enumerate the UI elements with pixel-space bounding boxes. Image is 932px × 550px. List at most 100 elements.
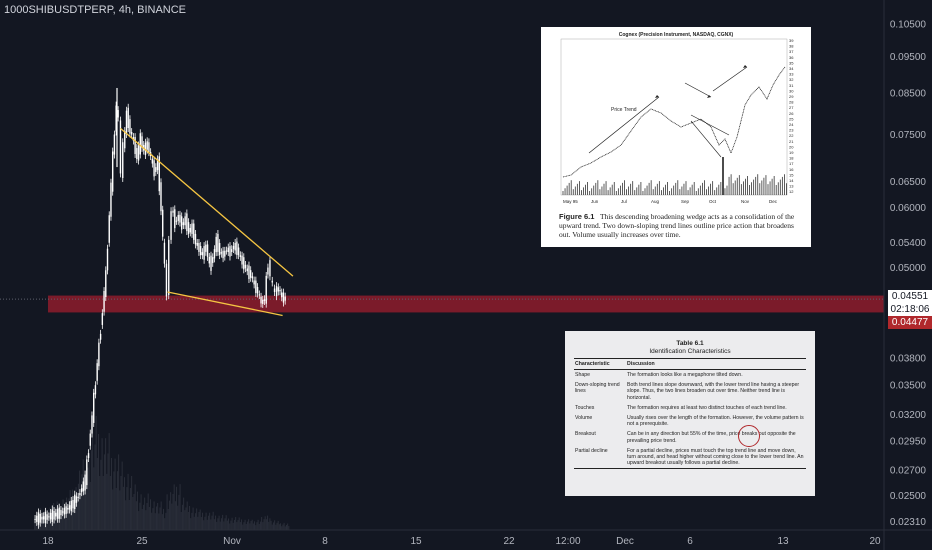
candle-body [193, 223, 195, 240]
table-6-1-card: Table 6.1 Identification Characteristics… [565, 331, 815, 496]
volume-bar [245, 524, 247, 530]
candle-body [72, 500, 74, 509]
price-tick-label: 0.02310 [890, 517, 927, 528]
candle-body [60, 509, 62, 516]
price-tick-label: 0.05000 [890, 263, 927, 274]
volume-bar [38, 513, 40, 530]
volume-bar [131, 476, 133, 530]
time-tick-label: 20 [869, 536, 881, 547]
candle-body [229, 246, 231, 257]
volume-bar [262, 522, 264, 530]
figure-trend-arrow-2-head [707, 95, 711, 98]
volume-bar [116, 471, 118, 530]
candle-body [234, 242, 236, 251]
time-tick-label: 12:00 [555, 536, 580, 547]
volume-bar [106, 473, 108, 530]
volume-bar [140, 494, 142, 530]
candle-body [275, 286, 278, 297]
volume-bar [124, 477, 126, 530]
candle-body [269, 260, 271, 277]
candle-body [172, 210, 174, 213]
candle-body [84, 474, 86, 491]
candle-body [134, 137, 136, 154]
candle-body [253, 280, 255, 285]
volume-bar [63, 512, 65, 530]
figure-y-label: 38 [789, 44, 794, 49]
price-tick-label: 0.03500 [890, 380, 927, 391]
row-characteristic: Volume [575, 415, 593, 422]
candle-body [232, 245, 235, 250]
volume-bar [179, 484, 181, 530]
figure-y-label: 35 [789, 60, 794, 65]
candle-body [103, 290, 105, 312]
volume-bar [81, 474, 83, 530]
candle-body [182, 222, 185, 226]
candle-body [251, 276, 254, 279]
candle-body [212, 257, 214, 263]
volume-bar [204, 516, 206, 530]
candle-body [75, 496, 78, 503]
trendline-upper [120, 127, 294, 277]
figure-x-label: Dec [769, 199, 778, 204]
volume-bar [141, 509, 143, 530]
volume-bar [80, 493, 82, 530]
volume-bar [219, 521, 221, 530]
candle-body [227, 247, 229, 253]
volume-bar [172, 494, 174, 530]
figure-y-label: 17 [789, 161, 794, 166]
table-row: Volume Usually rises over the length of t… [574, 413, 806, 429]
candle-body [222, 250, 224, 259]
row-characteristic: Down-sloping trend lines [575, 382, 620, 395]
volume-bar [212, 511, 214, 530]
volume-bar [43, 510, 45, 530]
candle-body [106, 248, 109, 271]
figure-y-label: 34 [789, 66, 794, 71]
volume-bar [127, 473, 129, 530]
candle-body [68, 505, 71, 510]
volume-bar [76, 497, 78, 530]
volume-bar [281, 526, 283, 530]
volume-bar [198, 512, 200, 530]
volume-bar [270, 520, 272, 530]
volume-bar [216, 521, 218, 530]
candle-body [198, 242, 200, 252]
volume-bar [90, 450, 92, 530]
volume-bar [119, 490, 121, 530]
volume-bar [213, 519, 215, 530]
figure-y-label: 36 [789, 55, 794, 60]
volume-bar [267, 515, 269, 530]
candle-body [162, 209, 164, 237]
volume-bar [161, 514, 163, 530]
volume-bar [126, 487, 128, 530]
figure-y-label: 26 [789, 111, 794, 116]
candle-body [144, 142, 147, 156]
candle-body [168, 239, 170, 296]
figure-y-label: 14 [789, 178, 794, 183]
candle-body [37, 512, 40, 525]
volume-bar [224, 518, 226, 530]
volume-bar [264, 516, 266, 530]
volume-bar [99, 476, 101, 530]
table-row: Touches The formation requires at least t… [574, 403, 806, 413]
volume-bar [168, 500, 170, 530]
candle-body [191, 223, 193, 234]
volume-bar [74, 497, 76, 530]
figure-frame [560, 38, 788, 196]
time-tick-label: 13 [777, 536, 789, 547]
volume-bar [209, 512, 211, 530]
price-tick-label: 0.05400 [890, 238, 927, 249]
candle-body [284, 296, 286, 301]
candle-body [105, 270, 107, 298]
candle-body [231, 249, 233, 252]
table-row: Breakout Can be in any direction but 55% … [574, 425, 806, 448]
candle-body [206, 244, 209, 257]
candle-body [151, 158, 154, 164]
candle-body [205, 244, 207, 252]
candle-body [249, 270, 252, 278]
volume-bar [271, 524, 273, 530]
candle-body [210, 255, 212, 271]
volume-bar [57, 512, 59, 530]
volume-bar [203, 520, 205, 530]
volume-bar [235, 517, 237, 530]
candle-body [156, 159, 159, 171]
